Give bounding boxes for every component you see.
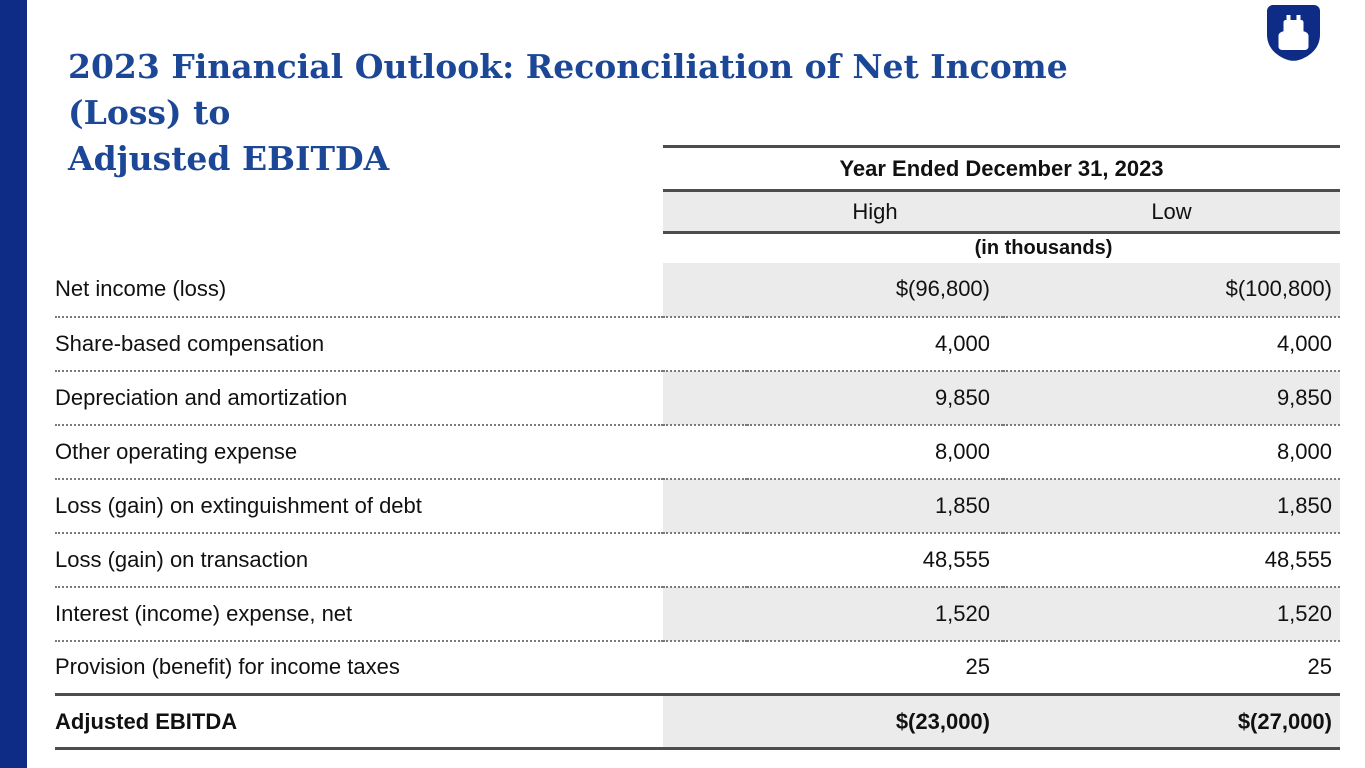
table-row: Net income (loss) $(96,800) $(100,800) bbox=[55, 262, 1340, 318]
row-label: Interest (income) expense, net bbox=[55, 586, 663, 642]
header-label-spacer bbox=[55, 233, 663, 263]
table-row: Loss (gain) on extinguishment of debt 1,… bbox=[55, 478, 1340, 534]
row-value-high: 9,850 bbox=[747, 370, 1003, 426]
spacer-cell bbox=[663, 478, 747, 534]
column-header-high: High bbox=[747, 190, 1003, 234]
row-value-high: 1,850 bbox=[747, 478, 1003, 534]
row-value-high: 48,555 bbox=[747, 532, 1003, 588]
row-label: Provision (benefit) for income taxes bbox=[55, 640, 663, 696]
spacer-cell bbox=[663, 370, 747, 426]
spacer-cell bbox=[663, 190, 747, 234]
row-value-high: $(23,000) bbox=[747, 693, 1003, 750]
column-header-low: Low bbox=[1003, 190, 1340, 234]
row-label: Other operating expense bbox=[55, 424, 663, 480]
table-row: Adjusted EBITDA $(23,000) $(27,000) bbox=[55, 693, 1340, 750]
row-value-low: 1,520 bbox=[1003, 586, 1340, 642]
row-value-low: 25 bbox=[1003, 640, 1340, 696]
units-note: (in thousands) bbox=[974, 236, 1113, 259]
spacer-cell bbox=[663, 532, 747, 588]
row-value-high: 25 bbox=[747, 640, 1003, 696]
row-label: Share-based compensation bbox=[55, 316, 663, 372]
row-label: Net income (loss) bbox=[55, 262, 663, 318]
table-body: Net income (loss) $(96,800) $(100,800) S… bbox=[55, 262, 1340, 750]
row-value-low: 48,555 bbox=[1003, 532, 1340, 588]
table-row: Depreciation and amortization 9,850 9,85… bbox=[55, 370, 1340, 426]
table-row-units: (in thousands) bbox=[55, 233, 1340, 263]
table-row: Share-based compensation 4,000 4,000 bbox=[55, 316, 1340, 372]
reconciliation-table: Year Ended December 31, 2023 High Low (i… bbox=[55, 145, 1340, 750]
left-accent-bar bbox=[0, 0, 27, 768]
row-label: Depreciation and amortization bbox=[55, 370, 663, 426]
table-row-period: Year Ended December 31, 2023 bbox=[55, 145, 1340, 192]
table-row: Loss (gain) on transaction 48,555 48,555 bbox=[55, 532, 1340, 588]
row-value-high: 8,000 bbox=[747, 424, 1003, 480]
row-value-low: 4,000 bbox=[1003, 316, 1340, 372]
row-label: Loss (gain) on extinguishment of debt bbox=[55, 478, 663, 534]
row-value-high: 1,520 bbox=[747, 586, 1003, 642]
spacer-cell bbox=[663, 316, 747, 372]
spacer-cell bbox=[663, 586, 747, 642]
spacer-cell bbox=[663, 262, 747, 318]
table-row: Provision (benefit) for income taxes 25 … bbox=[55, 640, 1340, 696]
table-row-columns: High Low bbox=[55, 190, 1340, 234]
page-title: 2023 Financial Outlook: Reconciliation o… bbox=[68, 44, 1178, 182]
table-row: Interest (income) expense, net 1,520 1,5… bbox=[55, 586, 1340, 642]
row-value-high: 4,000 bbox=[747, 316, 1003, 372]
header-label-spacer bbox=[55, 147, 663, 191]
row-value-low: 1,850 bbox=[1003, 478, 1340, 534]
spacer-cell bbox=[663, 233, 747, 263]
row-value-low: 8,000 bbox=[1003, 424, 1340, 480]
row-value-low: $(27,000) bbox=[1003, 693, 1340, 750]
spacer-cell bbox=[663, 693, 747, 750]
table-header: Year Ended December 31, 2023 High Low (i… bbox=[55, 145, 1340, 263]
row-value-low: 9,850 bbox=[1003, 370, 1340, 426]
page-title-line1: 2023 Financial Outlook: Reconciliation o… bbox=[68, 47, 1068, 132]
spacer-cell bbox=[663, 424, 747, 480]
header-label-spacer bbox=[55, 191, 663, 233]
blue-apron-logo bbox=[1267, 5, 1320, 63]
row-value-low: $(100,800) bbox=[1003, 262, 1340, 318]
period-header: Year Ended December 31, 2023 bbox=[663, 145, 1340, 192]
spacer-cell bbox=[663, 640, 747, 696]
table-row: Other operating expense 8,000 8,000 bbox=[55, 424, 1340, 480]
row-label: Adjusted EBITDA bbox=[55, 693, 663, 750]
apron-icon bbox=[1267, 5, 1320, 61]
page-title-line2: Adjusted EBITDA bbox=[68, 139, 390, 178]
row-value-high: $(96,800) bbox=[747, 262, 1003, 318]
row-label: Loss (gain) on transaction bbox=[55, 532, 663, 588]
